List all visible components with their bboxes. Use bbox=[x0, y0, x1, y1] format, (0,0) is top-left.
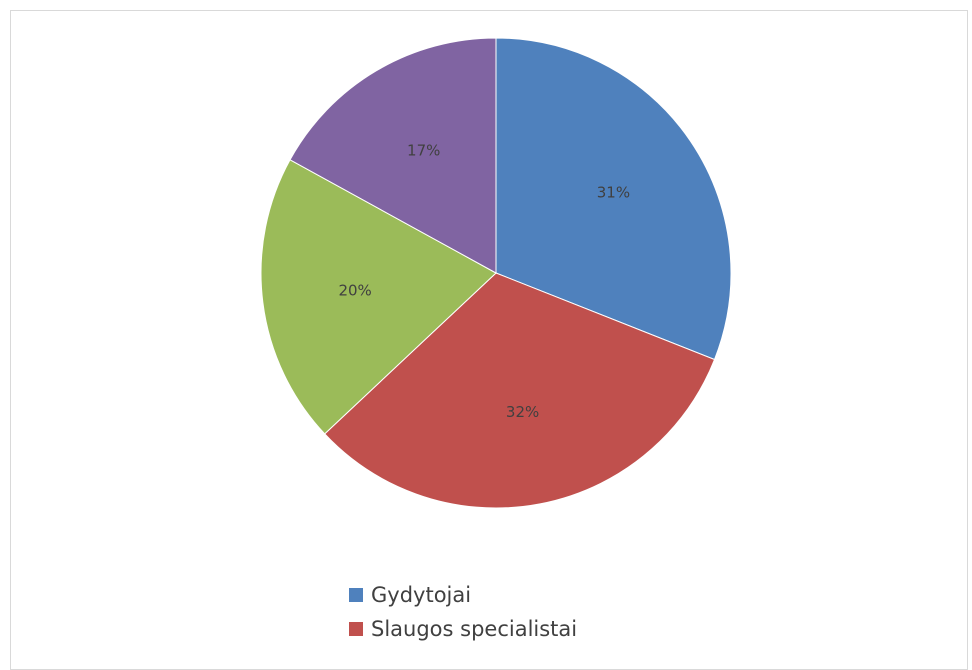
pie-slice-17pct bbox=[289, 37, 497, 274]
slice-label-17pct: 17% bbox=[407, 141, 440, 159]
legend-label-slaugos-specialistai: Slaugos specialistai bbox=[371, 617, 578, 641]
slice-label-31pct: 31% bbox=[597, 184, 630, 202]
legend-item-gydytojai: Gydytojai bbox=[349, 578, 577, 612]
legend-swatch-gydytojai bbox=[349, 588, 363, 602]
legend-item-slaugos-specialistai: Slaugos specialistai bbox=[349, 612, 577, 646]
pie-slice-20pct bbox=[260, 159, 497, 435]
pie-slice-32pct bbox=[323, 272, 716, 509]
legend-label-gydytojai: Gydytojai bbox=[371, 583, 472, 607]
legend-swatch-slaugos-specialistai bbox=[349, 622, 363, 636]
legend: Gydytojai Slaugos specialistai bbox=[349, 578, 577, 646]
slice-label-20pct: 20% bbox=[338, 281, 371, 299]
pie-slice-31pct bbox=[495, 37, 732, 361]
pie-chart: 31% 32% 20% 17% bbox=[260, 37, 732, 509]
slice-label-32pct: 32% bbox=[506, 403, 539, 421]
